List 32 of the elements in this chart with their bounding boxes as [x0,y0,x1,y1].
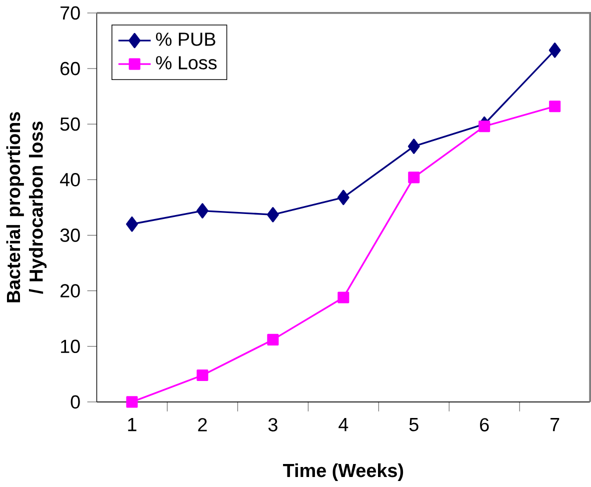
point [408,138,420,154]
point [266,206,279,222]
x-tick-label: 5 [409,418,418,432]
point [337,190,350,205]
y-axis-title: Bacterial proportions / Hydrocarbon loss [6,112,47,302]
x-tick-label: 2 [198,418,207,432]
point [126,216,138,232]
x-tick-label: 6 [480,418,489,432]
point [408,172,420,184]
x-tick-label: 7 [550,418,560,431]
x-tick-label: 3 [268,418,278,432]
y-tick-label: 50 [60,117,80,131]
x-tick-label: 4 [338,418,348,431]
y-tick-label: 10 [61,340,80,353]
x-axis-title: Time (Weeks) [283,463,404,481]
y-tick-label: 20 [60,284,80,298]
point [549,100,561,112]
y-tick-label: 70 [60,6,80,20]
legend-label: % PUB [156,32,216,46]
point [548,42,561,58]
point [196,203,208,218]
y-tick-label: 0 [70,395,80,408]
y-tick-label: 40 [60,172,80,186]
y-tick-label: 60 [60,62,80,76]
point [196,369,208,381]
legend-label: % Loss [156,56,217,70]
y-tick-label: 30 [60,228,80,242]
x-tick-label: 1 [128,418,136,431]
point [267,334,279,346]
point [126,396,138,408]
point [478,120,490,132]
point [338,292,350,304]
